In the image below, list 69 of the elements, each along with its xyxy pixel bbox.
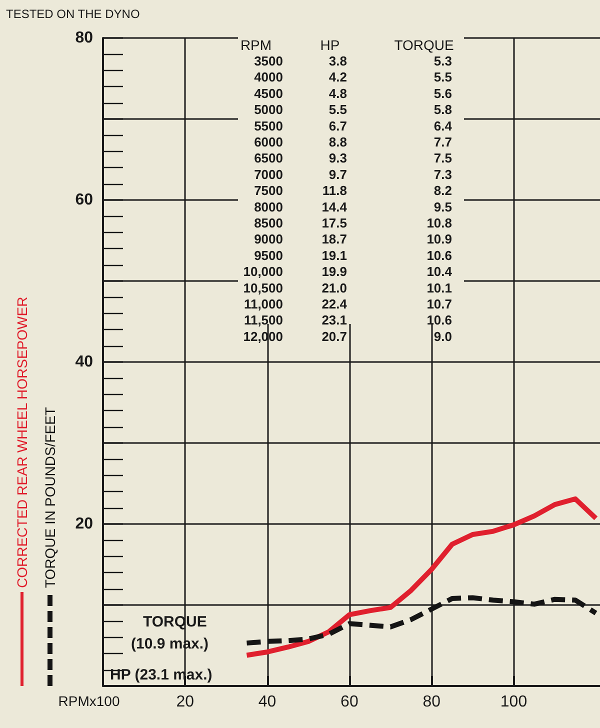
annotation: 3500: [254, 54, 283, 68]
annotation: 5.8: [434, 102, 452, 118]
annotation: 7000: [254, 166, 283, 182]
annotation: 3.8: [328, 54, 347, 68]
annotation: 11,000: [244, 296, 283, 312]
annotation: 8.2: [434, 183, 452, 198]
annotation: 9.5: [434, 199, 452, 214]
annotation: 7.7: [434, 134, 452, 150]
annotation: 4.2: [328, 70, 347, 85]
annotation: 11.8: [322, 183, 347, 198]
annotation: 22.4: [322, 296, 348, 312]
annotation: 9.3: [328, 150, 347, 166]
y-tick-label: 40: [75, 354, 94, 370]
annotation: 10.6: [426, 248, 452, 263]
annotation: 17.5: [322, 216, 347, 230]
annotation: 10.6: [426, 312, 452, 328]
annotation: 10.4: [426, 264, 453, 280]
y-tick-label: 60: [75, 192, 94, 208]
annotation: 14.4: [322, 199, 348, 214]
annotation: 8.8: [328, 134, 347, 150]
annotation: 8500: [254, 216, 283, 230]
annotation: 6000: [254, 134, 283, 150]
annotation: 18.7: [322, 232, 347, 247]
annotation: 4500: [254, 86, 283, 101]
y-tick-label: 20: [75, 516, 94, 532]
annotation: 5000: [254, 102, 283, 118]
annotation: 9000: [254, 232, 283, 247]
annotation: 5.3: [434, 54, 452, 68]
annotation: 23.1: [322, 312, 347, 328]
annotation: 6.7: [328, 118, 347, 134]
annotation: 7.5: [434, 150, 452, 166]
x-tick-label: 60: [340, 694, 358, 710]
x-tick-label: 80: [422, 694, 441, 710]
x-tick-label: 40: [258, 694, 276, 710]
annotation: 10.7: [426, 296, 452, 312]
annotation: 9.7: [328, 166, 347, 182]
annotation: 5.6: [434, 86, 452, 101]
annotation: TORQUE: [394, 37, 454, 53]
annotation: 7.3: [434, 166, 452, 182]
x-tick-label: 100: [500, 694, 528, 710]
annotation: 19.9: [322, 264, 347, 280]
annotation: 10.9: [426, 232, 452, 247]
annotation: 19.1: [322, 248, 347, 263]
annotation: 10,000: [243, 264, 283, 280]
annotation: 21.0: [322, 280, 347, 296]
text: TORQUE IN POUNDS/FEET: [42, 406, 58, 588]
annotation: 6.4: [434, 118, 453, 134]
annotation: 8000: [254, 199, 283, 214]
chart-title: TESTED ON THE DYNO: [6, 7, 140, 21]
annotation: 5.5: [328, 102, 347, 118]
annotation: 5.5: [434, 70, 452, 85]
annotation: 9500: [254, 248, 283, 263]
annotation: 10.8: [426, 216, 452, 230]
annotation: HP: [320, 37, 340, 53]
annotation: 10.1: [426, 280, 452, 296]
annotation: RPM: [240, 37, 272, 53]
y-tick-label: 80: [75, 30, 94, 46]
annotation: 7500: [254, 183, 283, 198]
x-axis-title: RPMx100: [58, 693, 120, 709]
annotation: 20.7: [322, 328, 347, 344]
annotation: 9.0: [434, 328, 452, 344]
text: CORRECTED REAR WHEEL HORSEPOWER: [14, 296, 30, 588]
x-tick-label: 20: [176, 694, 194, 710]
annotation: 11,500: [244, 312, 283, 328]
annotation: 10,500: [243, 280, 283, 296]
annotation: 4000: [254, 70, 283, 85]
annotation: 5500: [254, 118, 283, 134]
annotation: 4.8: [328, 86, 347, 101]
annotation: 6500: [254, 150, 283, 166]
